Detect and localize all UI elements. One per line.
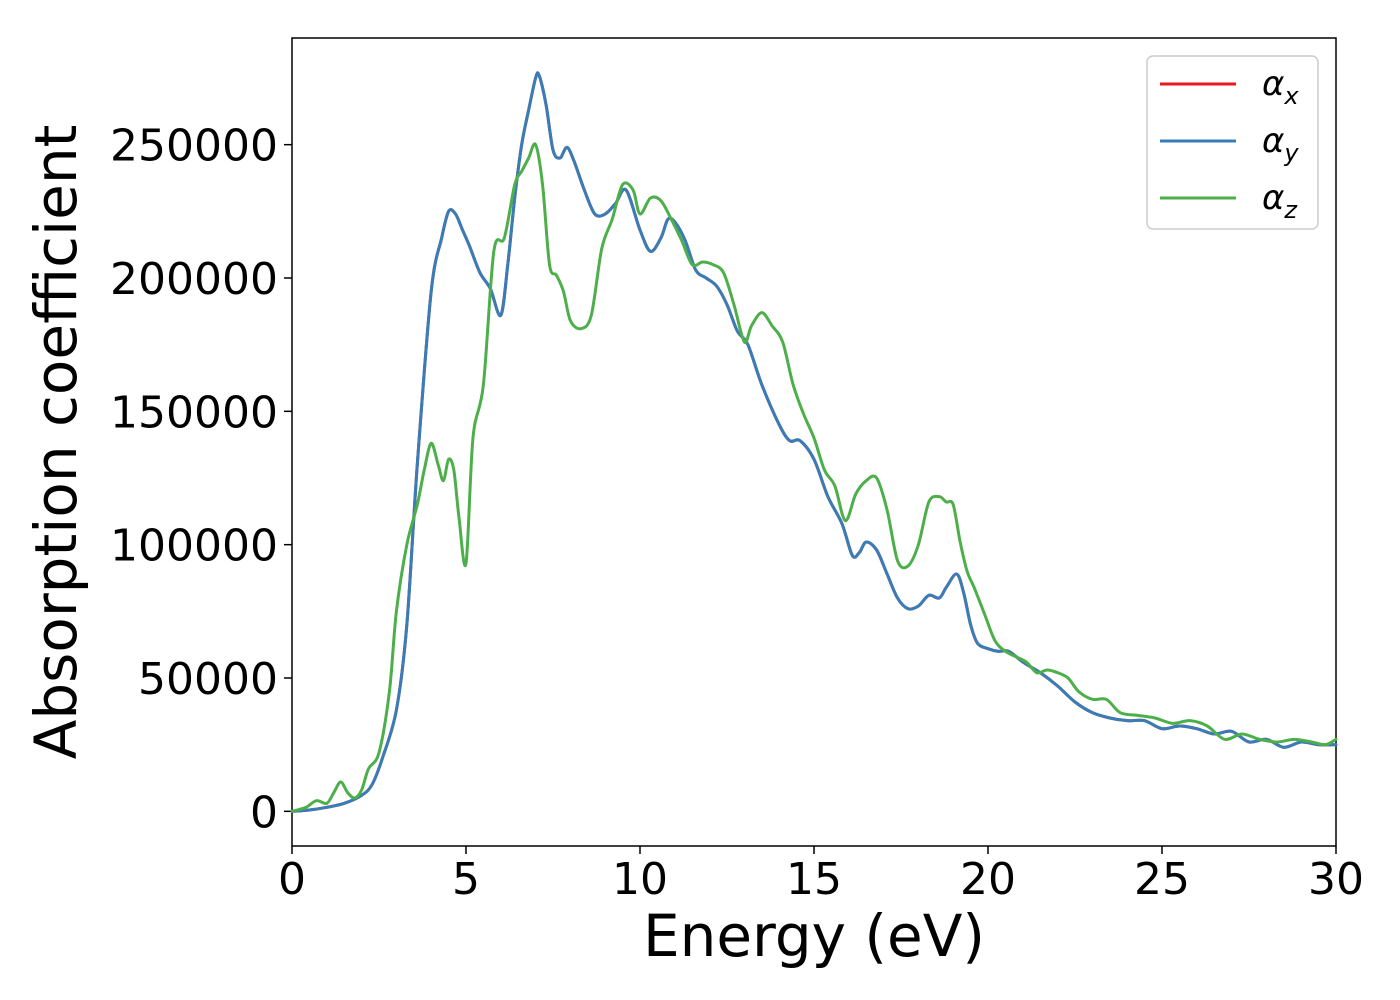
y-axis-title: Absorption coefficient	[22, 125, 90, 760]
legend-label-symbol: α	[1262, 178, 1284, 218]
legend-label-y: αy	[1262, 121, 1299, 167]
x-tick-label: 0	[278, 854, 306, 905]
x-tick-label: 15	[786, 854, 842, 905]
series-line-y	[290, 71, 1338, 813]
legend-label-z: αz	[1262, 178, 1298, 224]
x-axis-ticks: 0 5 10 15 20 25 30	[278, 846, 1364, 905]
series-line-z	[290, 142, 1338, 813]
y-tick-label: 50000	[138, 654, 278, 705]
series-lines	[290, 71, 1338, 813]
y-tick-label: 0	[250, 787, 278, 838]
y-tick-label: 150000	[110, 387, 278, 438]
x-tick-label: 10	[612, 854, 668, 905]
legend-label-x: αx	[1262, 64, 1299, 110]
legend-label-symbol: α	[1262, 121, 1284, 161]
y-axis-ticks: 0 50000 100000 150000 200000 250000	[110, 121, 292, 838]
legend-label-subscript: x	[1283, 82, 1299, 110]
x-tick-label: 30	[1308, 854, 1364, 905]
x-tick-label: 5	[452, 854, 480, 905]
y-tick-label: 100000	[110, 521, 278, 572]
legend-label-subscript: y	[1283, 139, 1299, 167]
y-tick-label: 250000	[110, 121, 278, 172]
y-tick-label: 200000	[110, 254, 278, 305]
x-axis-title: Energy (eV)	[643, 902, 985, 970]
legend-label-symbol: α	[1262, 64, 1284, 104]
x-tick-label: 25	[1134, 854, 1190, 905]
x-tick-label: 20	[960, 854, 1016, 905]
legend-label-subscript: z	[1283, 196, 1298, 224]
